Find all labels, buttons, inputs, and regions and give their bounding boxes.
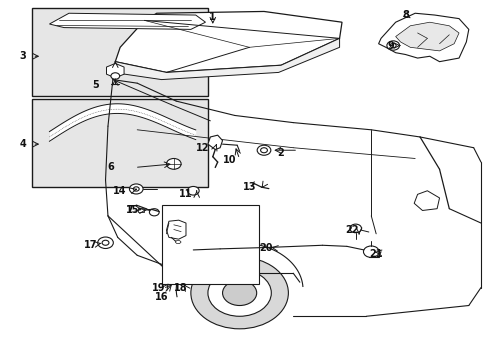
Text: 15: 15 — [125, 206, 139, 216]
Circle shape — [111, 73, 120, 79]
Circle shape — [363, 246, 378, 257]
Circle shape — [222, 280, 256, 306]
Text: 17: 17 — [84, 239, 98, 249]
Circle shape — [386, 41, 399, 50]
Circle shape — [389, 43, 395, 48]
Text: 11: 11 — [179, 189, 192, 199]
Polygon shape — [378, 13, 468, 62]
Text: 1: 1 — [209, 12, 216, 22]
Circle shape — [260, 148, 267, 153]
Text: 13: 13 — [242, 182, 256, 192]
Polygon shape — [115, 12, 341, 72]
Text: 18: 18 — [174, 283, 187, 293]
Bar — [32, 8, 207, 96]
Circle shape — [166, 158, 181, 169]
Text: 5: 5 — [92, 80, 99, 90]
Polygon shape — [175, 240, 181, 243]
Circle shape — [349, 224, 361, 233]
Polygon shape — [207, 135, 222, 149]
Text: 7: 7 — [126, 206, 133, 216]
Text: 14: 14 — [113, 186, 127, 196]
Polygon shape — [413, 191, 439, 211]
Circle shape — [149, 209, 159, 216]
Circle shape — [129, 184, 143, 194]
Polygon shape — [395, 22, 458, 51]
Circle shape — [190, 257, 288, 329]
Text: 4: 4 — [19, 139, 26, 149]
Bar — [161, 205, 259, 284]
Text: 21: 21 — [368, 248, 382, 258]
Circle shape — [102, 240, 109, 245]
Polygon shape — [106, 63, 124, 78]
Circle shape — [207, 270, 271, 316]
Polygon shape — [49, 13, 205, 30]
Text: 10: 10 — [223, 155, 236, 165]
Circle shape — [133, 187, 139, 191]
Polygon shape — [138, 208, 144, 212]
Polygon shape — [113, 39, 339, 80]
Text: 3: 3 — [19, 51, 26, 61]
Text: 12: 12 — [196, 143, 209, 153]
Circle shape — [187, 186, 199, 195]
Circle shape — [98, 237, 113, 248]
Text: 2: 2 — [277, 148, 284, 158]
Text: 6: 6 — [107, 162, 114, 172]
Text: 20: 20 — [259, 243, 273, 253]
Text: 9: 9 — [386, 41, 393, 50]
Bar — [32, 99, 207, 187]
Text: 19: 19 — [152, 283, 165, 293]
Text: 8: 8 — [401, 10, 408, 20]
Text: 22: 22 — [345, 225, 358, 235]
Polygon shape — [166, 220, 185, 239]
Text: 16: 16 — [155, 292, 168, 302]
